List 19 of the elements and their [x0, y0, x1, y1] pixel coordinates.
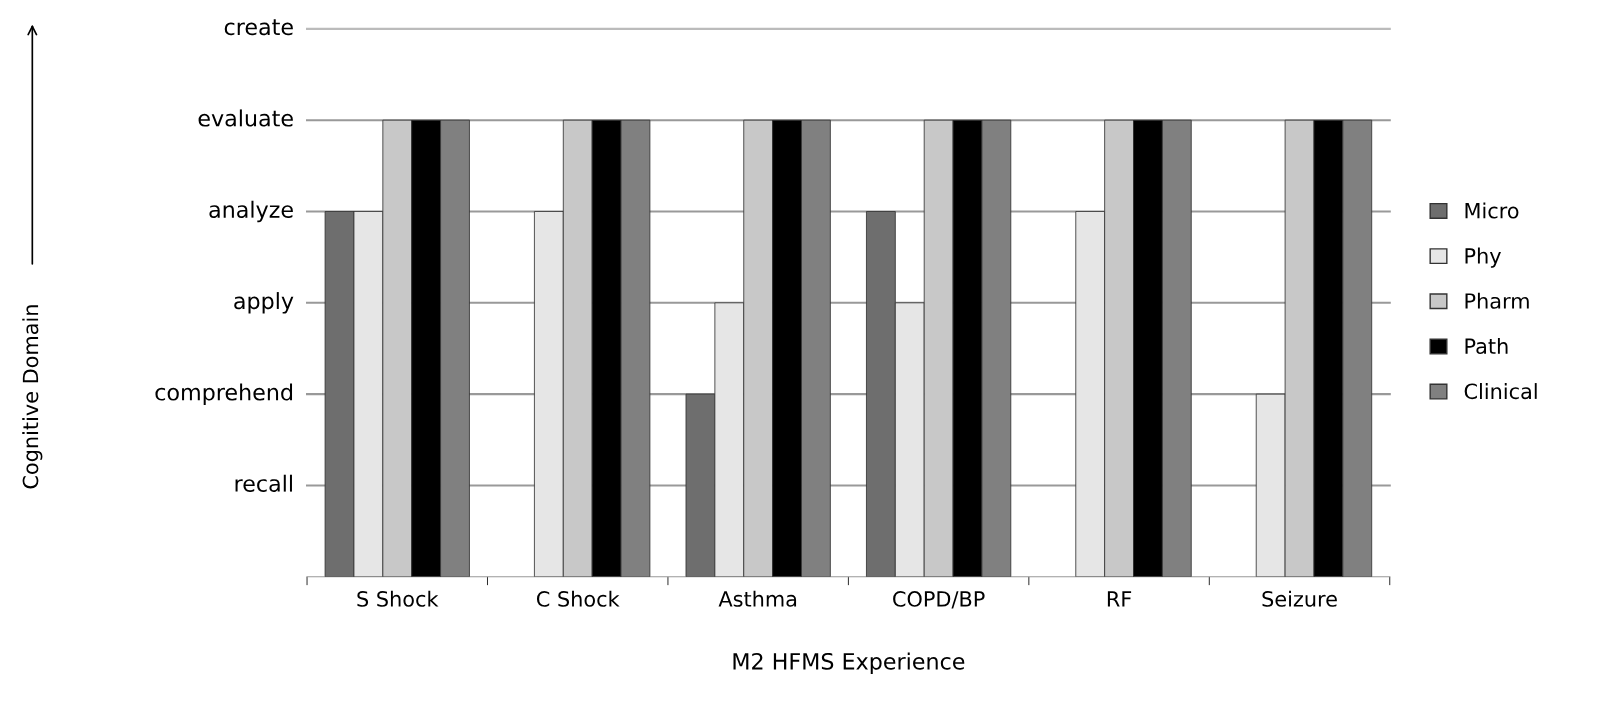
x-tick-label: C Shock [536, 590, 620, 607]
ref-line-label: comprehend [155, 383, 293, 405]
x-axis-title: M2 HFMS Experience [733, 652, 965, 675]
x-tick-label: RF [1107, 591, 1132, 607]
legend-label: Micro [1465, 202, 1519, 219]
legend-label: Path [1465, 337, 1508, 355]
x-tick-label: Asthma [718, 590, 797, 607]
ref-line-label: recall [235, 474, 292, 492]
x-tick-label: Seizure [1262, 590, 1337, 607]
legend-label: Phy [1465, 247, 1501, 268]
ref-line-label: evaluate [198, 109, 293, 127]
x-tick-label: S Shock [357, 590, 439, 607]
text: Cognitive Domain [22, 305, 43, 489]
ref-line-label: analyze [209, 200, 293, 223]
ref-line-label: apply [234, 292, 294, 314]
x-tick-label: COPD/BP [893, 591, 985, 609]
ref-line-label: create [224, 19, 293, 36]
legend-label: Pharm [1465, 292, 1529, 309]
legend-label: Clinical [1464, 383, 1537, 400]
